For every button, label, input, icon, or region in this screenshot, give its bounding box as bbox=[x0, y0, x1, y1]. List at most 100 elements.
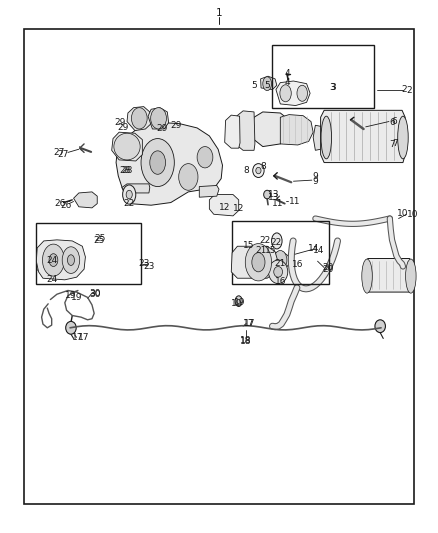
Polygon shape bbox=[276, 81, 310, 106]
Polygon shape bbox=[127, 107, 151, 131]
Text: 11: 11 bbox=[289, 197, 300, 206]
Polygon shape bbox=[280, 115, 313, 145]
Text: 29: 29 bbox=[115, 118, 126, 127]
Ellipse shape bbox=[131, 108, 147, 129]
Text: 10: 10 bbox=[397, 209, 409, 217]
Text: 1: 1 bbox=[215, 9, 223, 18]
Text: 19: 19 bbox=[71, 293, 82, 302]
Text: 23: 23 bbox=[138, 260, 150, 268]
Text: 17: 17 bbox=[243, 319, 254, 328]
Ellipse shape bbox=[245, 244, 272, 281]
Ellipse shape bbox=[406, 259, 416, 293]
Bar bbox=[36, 223, 141, 284]
Bar bbox=[232, 221, 328, 284]
Text: 29: 29 bbox=[118, 124, 129, 132]
Ellipse shape bbox=[280, 85, 291, 102]
Ellipse shape bbox=[256, 167, 261, 174]
Polygon shape bbox=[252, 112, 289, 147]
Polygon shape bbox=[148, 108, 169, 129]
Ellipse shape bbox=[274, 266, 283, 277]
Text: 24: 24 bbox=[46, 276, 57, 284]
Text: 12: 12 bbox=[219, 204, 230, 212]
Ellipse shape bbox=[268, 260, 288, 284]
Text: 4: 4 bbox=[285, 69, 290, 78]
Text: 12: 12 bbox=[233, 205, 244, 213]
Text: 22: 22 bbox=[259, 237, 271, 245]
Ellipse shape bbox=[253, 164, 264, 177]
Polygon shape bbox=[122, 184, 150, 193]
Ellipse shape bbox=[362, 259, 372, 293]
Text: 25: 25 bbox=[94, 235, 106, 243]
Text: 9: 9 bbox=[312, 173, 318, 181]
Text: 17: 17 bbox=[72, 333, 84, 342]
Text: 20: 20 bbox=[323, 265, 334, 273]
Text: 30: 30 bbox=[90, 289, 101, 297]
Text: 8: 8 bbox=[243, 166, 249, 175]
Polygon shape bbox=[112, 132, 142, 161]
Text: 18: 18 bbox=[240, 336, 252, 344]
Text: 25: 25 bbox=[93, 237, 104, 245]
Text: 27: 27 bbox=[58, 150, 69, 159]
Polygon shape bbox=[199, 185, 219, 197]
Ellipse shape bbox=[151, 108, 166, 129]
Text: 16: 16 bbox=[275, 277, 286, 286]
Ellipse shape bbox=[264, 190, 271, 199]
Ellipse shape bbox=[42, 244, 64, 276]
Text: 10: 10 bbox=[407, 210, 419, 219]
Text: 28: 28 bbox=[119, 166, 131, 175]
Polygon shape bbox=[261, 76, 277, 90]
Text: 13: 13 bbox=[268, 190, 279, 199]
Ellipse shape bbox=[179, 164, 198, 190]
Text: 22: 22 bbox=[124, 199, 135, 208]
Polygon shape bbox=[364, 259, 413, 292]
Ellipse shape bbox=[297, 85, 307, 101]
Text: 19: 19 bbox=[65, 292, 77, 300]
Text: 4: 4 bbox=[284, 78, 290, 87]
Text: 20: 20 bbox=[322, 263, 333, 272]
Text: 29: 29 bbox=[171, 121, 182, 130]
Text: 9: 9 bbox=[312, 177, 318, 185]
Text: 29: 29 bbox=[156, 125, 168, 133]
Text: 24: 24 bbox=[46, 256, 57, 264]
Text: 14: 14 bbox=[307, 245, 319, 253]
Polygon shape bbox=[225, 115, 240, 148]
Ellipse shape bbox=[67, 255, 74, 265]
Text: 21: 21 bbox=[256, 246, 267, 255]
Ellipse shape bbox=[49, 254, 58, 266]
Polygon shape bbox=[321, 110, 405, 163]
Text: 15: 15 bbox=[265, 246, 276, 255]
Polygon shape bbox=[231, 246, 278, 278]
Text: 5: 5 bbox=[251, 81, 257, 90]
Text: 17: 17 bbox=[244, 319, 255, 328]
Ellipse shape bbox=[398, 116, 408, 159]
Text: 11: 11 bbox=[272, 199, 284, 208]
Text: 16: 16 bbox=[292, 261, 304, 269]
Ellipse shape bbox=[62, 247, 80, 273]
Ellipse shape bbox=[274, 251, 287, 270]
Bar bbox=[272, 45, 374, 108]
Polygon shape bbox=[313, 125, 321, 150]
Text: 2: 2 bbox=[407, 86, 412, 95]
Text: 2: 2 bbox=[402, 85, 407, 94]
Ellipse shape bbox=[141, 139, 174, 187]
Ellipse shape bbox=[272, 233, 282, 249]
Polygon shape bbox=[271, 252, 289, 269]
Ellipse shape bbox=[114, 133, 140, 160]
Text: 28: 28 bbox=[121, 166, 133, 175]
Text: 6: 6 bbox=[391, 117, 397, 126]
Polygon shape bbox=[74, 192, 97, 208]
Text: 6: 6 bbox=[389, 118, 395, 127]
Ellipse shape bbox=[321, 116, 332, 159]
Ellipse shape bbox=[235, 296, 242, 306]
Ellipse shape bbox=[123, 185, 136, 204]
Text: 7: 7 bbox=[389, 141, 395, 149]
Ellipse shape bbox=[375, 320, 385, 333]
Text: 3: 3 bbox=[330, 84, 336, 92]
Text: 21: 21 bbox=[275, 260, 286, 268]
Text: 22: 22 bbox=[270, 238, 282, 247]
Polygon shape bbox=[36, 240, 85, 280]
Ellipse shape bbox=[263, 77, 272, 91]
Text: 19: 19 bbox=[231, 300, 242, 308]
Text: 3: 3 bbox=[329, 83, 335, 92]
Text: 30: 30 bbox=[90, 290, 101, 298]
